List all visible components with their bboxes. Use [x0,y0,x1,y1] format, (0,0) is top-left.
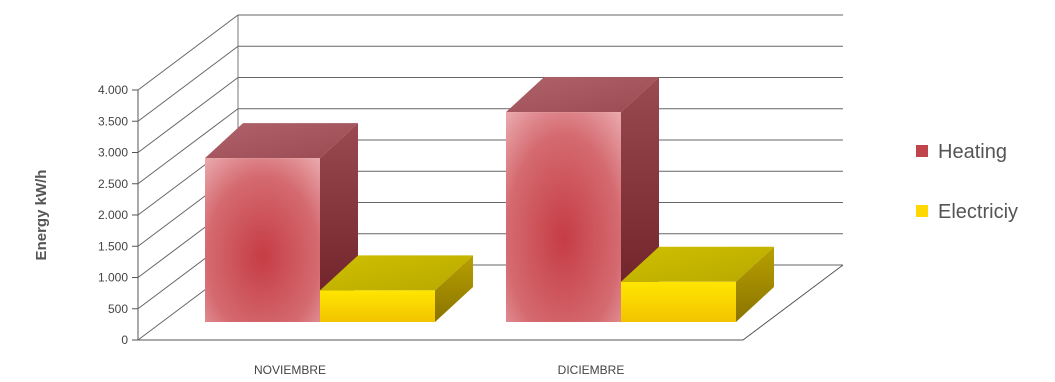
labels-layer: 0 500 1.000 1.500 2.000 2.500 3.000 3.500 4.000 E… [33,83,624,377]
y-axis-title: Energy kW/h [33,170,50,261]
gridline-wall [137,108,239,185]
bars-layer [205,77,774,322]
y-tick-label: 3.500 [98,114,128,128]
bar-side-electriciy [435,255,473,322]
legend-item: Heating [916,141,1007,163]
bar-top-heating [506,77,659,113]
y-tick-label: 1.000 [98,271,128,285]
y-tick-label: 1.500 [98,239,128,253]
bar-heating [205,158,320,322]
legend-swatch [916,205,928,217]
bar-heating [506,112,621,322]
x-category-label: DICIEMBRE [558,363,625,377]
bar-top-electriciy [621,246,774,282]
y-tick-label: 3.000 [98,146,128,160]
y-tick-label: 2.000 [98,208,128,222]
legend-swatch [916,145,928,157]
bar-top-electriciy [320,255,473,291]
bar-top-heating [205,123,358,159]
bar-electriciy [621,281,736,322]
y-tick-label: 4.000 [98,83,128,97]
x-category-label: NOVIEMBRE [254,363,326,377]
legend-label: Electriciy [938,201,1018,223]
y-tick-label: 500 [108,302,128,316]
bar-electriciy [320,290,435,322]
gridline-wall [137,14,239,91]
y-tick-label: 0 [121,333,128,347]
legend-label: Heating [938,141,1007,163]
y-tick-label: 2.500 [98,177,128,191]
bar-side-electriciy [736,246,774,322]
legend-item: Electriciy [916,201,1018,223]
floor-edge [138,264,844,341]
legend: Heating Electriciy [916,141,1018,223]
gridline-wall [137,45,239,122]
gridline-wall [137,77,239,153]
